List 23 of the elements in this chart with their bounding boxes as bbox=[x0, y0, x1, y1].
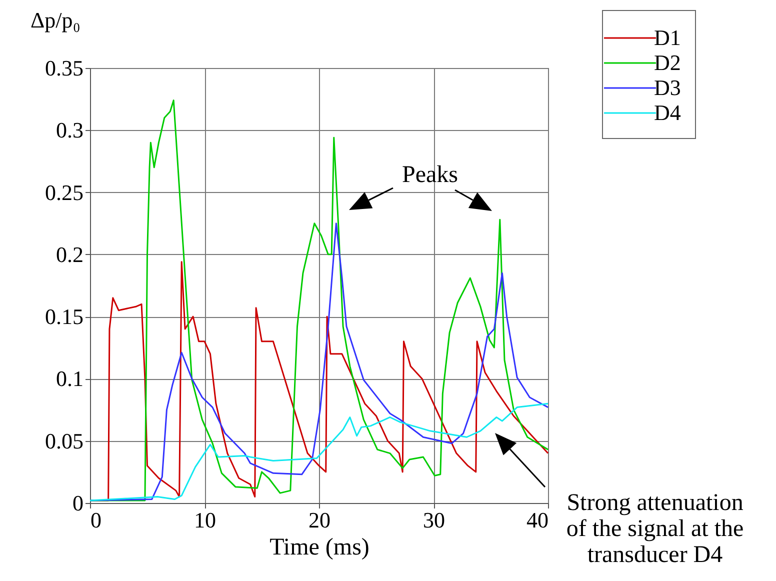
text: Strong attenuation of the signal at the transducer D4 bbox=[566, 490, 744, 568]
x-axis-title: Time (ms) bbox=[270, 534, 370, 560]
legend-label: D3 bbox=[654, 75, 681, 100]
y-tick-label: 0 bbox=[72, 490, 84, 516]
y-tick-label: 0.1 bbox=[56, 366, 84, 392]
y-tick-label: 0.35 bbox=[45, 56, 84, 80]
x-tick-label: 0 bbox=[90, 508, 102, 532]
annotation: Peaks bbox=[402, 162, 458, 188]
legend-label: D4 bbox=[654, 100, 681, 125]
x-tick-label: 30 bbox=[423, 508, 445, 532]
y-tick-label: 0.25 bbox=[45, 180, 84, 205]
line-series bbox=[89, 402, 549, 502]
x-tick-label: 10 bbox=[194, 508, 216, 532]
line-series bbox=[89, 100, 549, 502]
legend-label: D1 bbox=[654, 25, 681, 50]
y-tick-label: 0.3 bbox=[56, 118, 84, 143]
legend-label: D2 bbox=[654, 50, 681, 75]
y-axis-title: Δp/p₀ bbox=[30, 8, 80, 32]
y-tick-label: 0.05 bbox=[45, 428, 84, 454]
x-tick-label: 20 bbox=[308, 508, 330, 532]
x-tick-label: 40 bbox=[526, 508, 548, 532]
y-tick-label: 0.2 bbox=[56, 242, 84, 267]
y-tick-label: 0.15 bbox=[45, 304, 84, 330]
